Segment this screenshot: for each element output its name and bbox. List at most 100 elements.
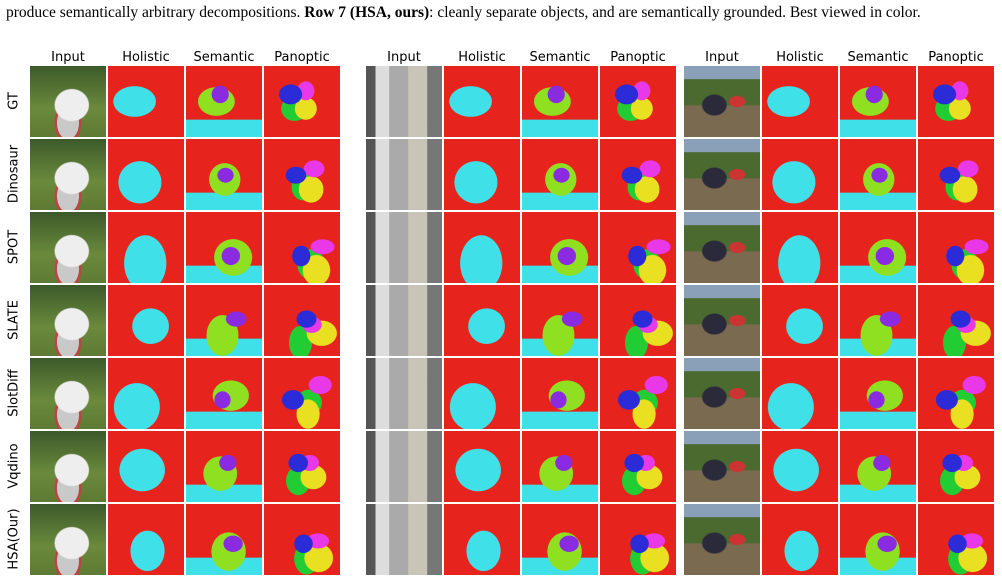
input-image <box>684 504 760 575</box>
segmentation-mask <box>444 431 520 502</box>
segmentation-mask <box>918 504 994 575</box>
segmentation-mask <box>522 212 598 283</box>
column-header: Semantic <box>847 50 909 65</box>
column-header: Input <box>51 50 85 65</box>
segmentation-mask <box>522 66 598 137</box>
row-label: SlotDiff <box>6 369 22 417</box>
segmentation-mask <box>600 358 676 429</box>
segmentation-mask <box>600 139 676 210</box>
input-image <box>684 212 760 283</box>
row-label: Vqdino <box>6 443 22 489</box>
segmentation-mask <box>600 212 676 283</box>
segmentation-mask <box>840 139 916 210</box>
input-image <box>366 431 442 502</box>
segmentation-mask <box>108 285 184 356</box>
column-header: Holistic <box>458 50 506 65</box>
segmentation-mask <box>522 285 598 356</box>
input-image <box>684 358 760 429</box>
segmentation-mask <box>522 358 598 429</box>
figure-caption: produce semantically arbitrary decomposi… <box>6 2 991 23</box>
segmentation-mask <box>108 504 184 575</box>
input-image <box>684 139 760 210</box>
segmentation-mask <box>444 285 520 356</box>
segmentation-mask <box>444 139 520 210</box>
input-image <box>366 66 442 137</box>
input-image <box>366 504 442 575</box>
segmentation-mask <box>108 139 184 210</box>
row-label: HSA(Our) <box>6 508 22 570</box>
segmentation-mask <box>186 431 262 502</box>
segmentation-mask <box>108 212 184 283</box>
column-header: Semantic <box>193 50 255 65</box>
input-image <box>684 66 760 137</box>
column-header: Panoptic <box>610 50 666 65</box>
segmentation-mask <box>840 504 916 575</box>
segmentation-mask <box>186 66 262 137</box>
segmentation-mask <box>522 139 598 210</box>
input-image <box>366 285 442 356</box>
column-header: Panoptic <box>928 50 984 65</box>
column-header: Input <box>387 50 421 65</box>
segmentation-mask <box>186 504 262 575</box>
input-image <box>30 504 106 575</box>
segmentation-mask <box>918 139 994 210</box>
segmentation-mask <box>918 431 994 502</box>
row-label: GT <box>6 92 22 110</box>
column-header: Input <box>705 50 739 65</box>
segmentation-mask <box>444 358 520 429</box>
segmentation-mask <box>840 358 916 429</box>
segmentation-mask <box>186 285 262 356</box>
caption-text: : cleanly separate objects, and are sema… <box>429 4 921 21</box>
segmentation-mask <box>186 139 262 210</box>
segmentation-mask <box>264 358 340 429</box>
row-label: Dinosaur <box>6 144 22 204</box>
input-image <box>30 66 106 137</box>
input-image <box>30 358 106 429</box>
segmentation-mask <box>762 285 838 356</box>
segmentation-mask <box>840 66 916 137</box>
segmentation-mask <box>186 358 262 429</box>
segmentation-mask <box>762 212 838 283</box>
segmentation-mask <box>264 212 340 283</box>
input-image <box>30 285 106 356</box>
row-label: SLATE <box>6 300 22 340</box>
segmentation-mask <box>918 285 994 356</box>
segmentation-mask <box>444 66 520 137</box>
segmentation-mask <box>762 66 838 137</box>
segmentation-mask <box>264 66 340 137</box>
row-label: SPOT <box>6 229 22 265</box>
segmentation-mask <box>918 212 994 283</box>
input-image <box>684 431 760 502</box>
segmentation-mask <box>522 431 598 502</box>
column-header: Holistic <box>122 50 170 65</box>
segmentation-mask <box>444 212 520 283</box>
segmentation-mask <box>840 431 916 502</box>
segmentation-mask <box>840 285 916 356</box>
segmentation-mask <box>522 504 598 575</box>
column-header: Holistic <box>776 50 824 65</box>
input-image <box>30 139 106 210</box>
input-image <box>366 139 442 210</box>
input-image <box>30 431 106 502</box>
segmentation-mask <box>108 431 184 502</box>
segmentation-mask <box>918 66 994 137</box>
segmentation-mask <box>186 212 262 283</box>
segmentation-mask <box>762 139 838 210</box>
segmentation-mask <box>918 358 994 429</box>
segmentation-mask <box>264 504 340 575</box>
segmentation-mask <box>600 504 676 575</box>
input-image <box>366 212 442 283</box>
segmentation-mask <box>762 504 838 575</box>
segmentation-mask <box>264 139 340 210</box>
column-header: Semantic <box>529 50 591 65</box>
segmentation-mask <box>600 285 676 356</box>
segmentation-mask <box>108 66 184 137</box>
segmentation-mask <box>108 358 184 429</box>
segmentation-mask <box>762 431 838 502</box>
segmentation-mask <box>762 358 838 429</box>
input-image <box>366 358 442 429</box>
input-image <box>30 212 106 283</box>
input-image <box>684 285 760 356</box>
segmentation-mask <box>264 431 340 502</box>
